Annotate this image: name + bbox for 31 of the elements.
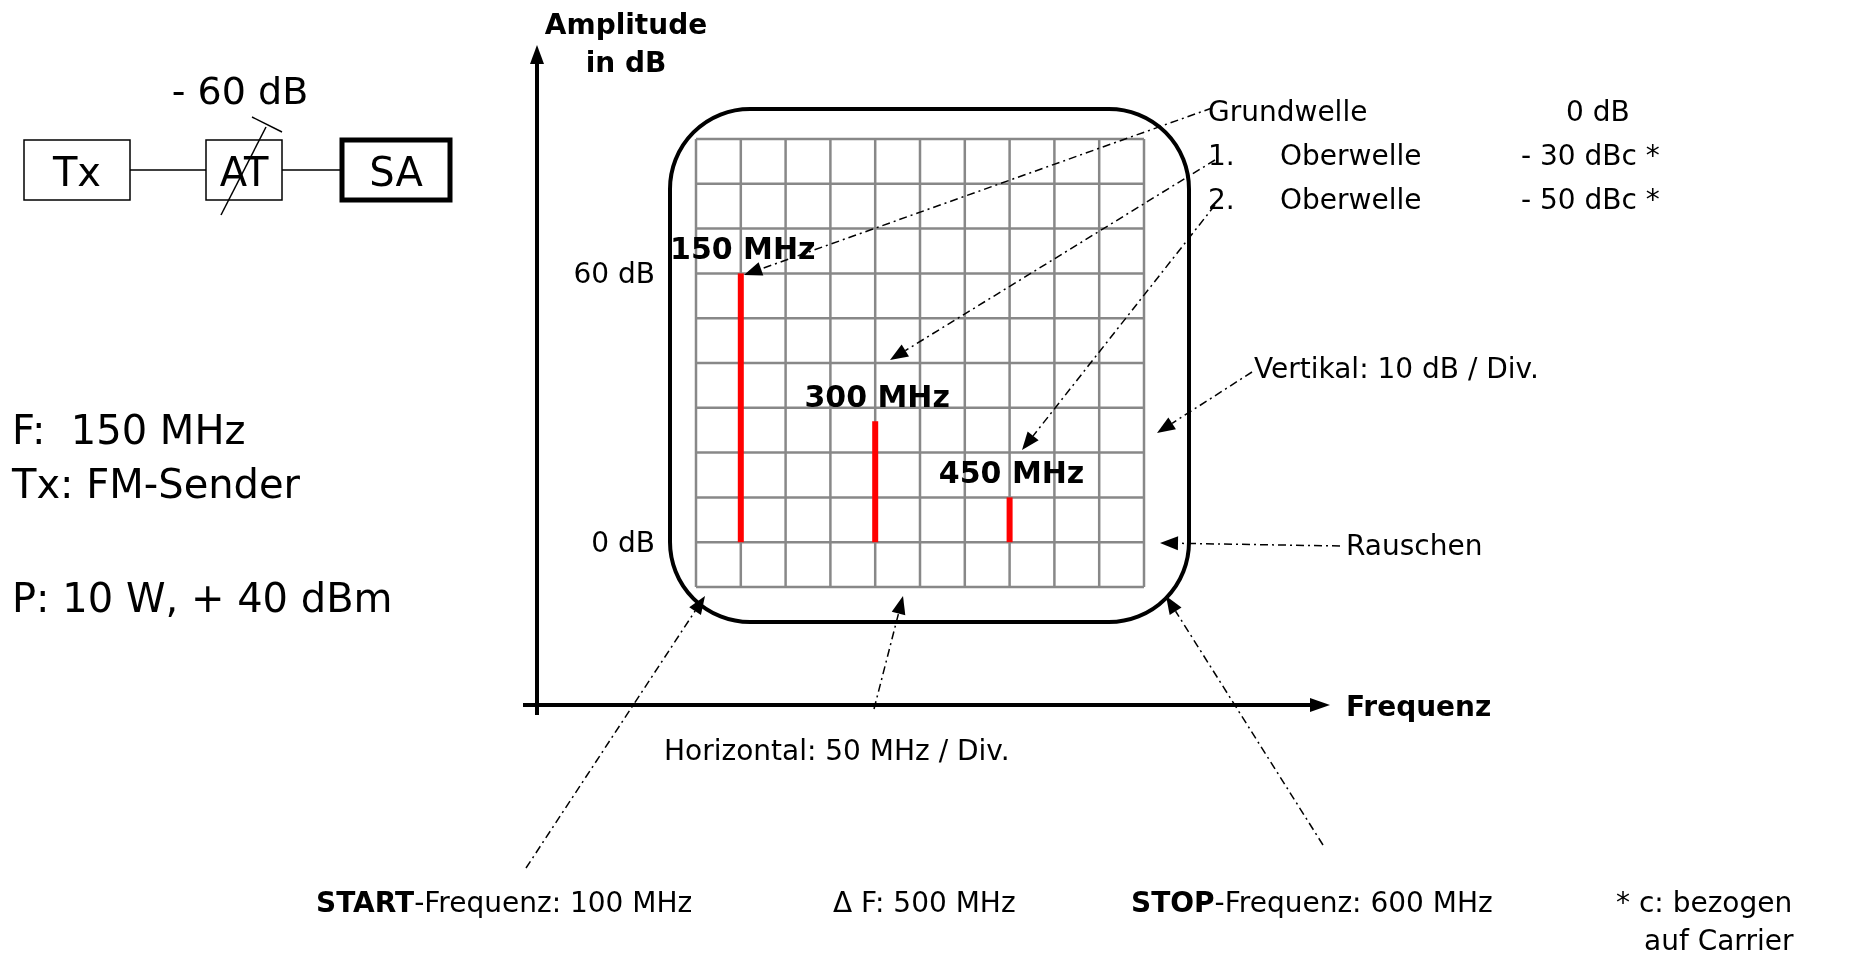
text: - 60 dB	[171, 69, 309, 113]
text: F: 150 MHz	[12, 407, 246, 453]
text: P: 10 W, + 40 dBm	[12, 575, 393, 621]
text: Oberwelle	[1280, 139, 1422, 172]
bar	[737, 273, 744, 543]
text: Grundwelle	[1208, 95, 1368, 128]
annotation: 300 MHz	[804, 379, 950, 415]
y-tick-label: 60 dB	[573, 257, 655, 291]
text: SA	[369, 149, 424, 195]
text: 0 dB	[1566, 95, 1630, 128]
text: Δ F: 500 MHz	[833, 886, 1016, 919]
text: Horizontal: 50 MHz / Div.	[664, 734, 1010, 767]
bar	[872, 421, 879, 543]
text: Tx	[51, 149, 102, 195]
text: * c: bezogen	[1616, 886, 1793, 919]
text: Oberwelle	[1280, 183, 1422, 216]
annotation: 450 MHz	[938, 455, 1085, 491]
text: Vertikal: 10 dB / Div.	[1254, 352, 1539, 385]
text: Tx: FM-Sender	[11, 461, 301, 507]
text: auf Carrier	[1644, 924, 1794, 957]
text: Frequenz	[1346, 690, 1492, 723]
text: 2.	[1208, 183, 1235, 216]
text: - 30 dBc *	[1521, 139, 1660, 172]
text: START-Frequenz: 100 MHz	[316, 886, 693, 919]
annotation: 150 MHz	[670, 231, 816, 267]
y-axis-title: Amplitude in dB	[544, 8, 708, 79]
text: 1.	[1208, 139, 1235, 172]
text: - 50 dBc *	[1521, 183, 1660, 216]
text: Rauschen	[1346, 529, 1483, 562]
text: STOP-Frequenz: 600 MHz	[1131, 886, 1493, 919]
bar	[1006, 497, 1013, 543]
